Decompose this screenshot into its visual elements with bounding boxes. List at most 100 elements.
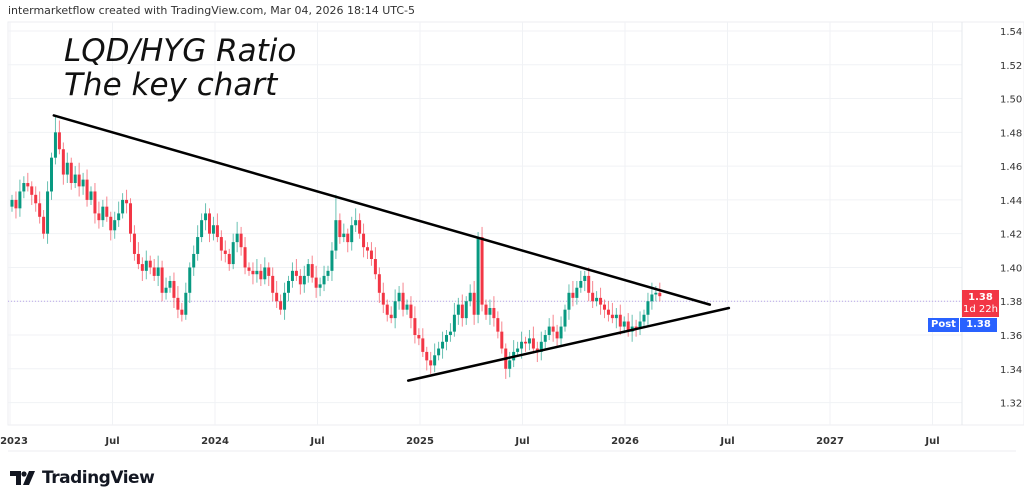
y-tick-label: 1.52 bbox=[1000, 61, 1022, 72]
candle-body bbox=[208, 213, 211, 234]
candle-body bbox=[591, 292, 595, 302]
candle-body bbox=[480, 237, 484, 305]
candle-body bbox=[97, 213, 101, 221]
candle-body bbox=[235, 233, 239, 243]
candle-body bbox=[401, 292, 405, 310]
candle-body bbox=[125, 199, 129, 204]
candle-body bbox=[500, 331, 504, 349]
trendline bbox=[52, 114, 712, 306]
candle-body bbox=[140, 264, 144, 271]
candle-body bbox=[255, 270, 259, 275]
candle-body bbox=[413, 318, 417, 336]
candle-body bbox=[456, 304, 460, 315]
x-tick-label: Jul bbox=[309, 436, 324, 447]
x-tick-label: 2025 bbox=[406, 436, 434, 447]
candle-body bbox=[531, 338, 535, 349]
candle-body bbox=[109, 216, 113, 231]
candle-body bbox=[563, 309, 567, 327]
candle-body bbox=[575, 287, 579, 298]
candle-body bbox=[555, 331, 559, 339]
candle-body bbox=[105, 206, 109, 217]
candle-body bbox=[306, 264, 310, 276]
candle-body bbox=[310, 264, 314, 278]
last-price-tag: 1.38 1d 22h bbox=[962, 290, 999, 317]
candle-body bbox=[38, 203, 42, 217]
y-tick-label: 1.40 bbox=[1000, 263, 1022, 274]
candle-body bbox=[243, 247, 247, 268]
last-price: 1.38 bbox=[968, 292, 993, 303]
candle-body bbox=[377, 274, 381, 293]
candle-body bbox=[460, 304, 464, 319]
candle-body bbox=[287, 280, 290, 293]
y-tick-label: 1.54 bbox=[1000, 27, 1022, 38]
candle-body bbox=[18, 191, 22, 209]
candle-body bbox=[117, 213, 121, 221]
y-tick-label: 1.36 bbox=[1000, 331, 1022, 342]
candle-body bbox=[196, 237, 200, 254]
y-tick-label: 1.48 bbox=[1000, 128, 1022, 139]
candle-body bbox=[168, 280, 172, 288]
candle-body bbox=[136, 253, 140, 265]
candle-body bbox=[437, 348, 441, 356]
candle-body bbox=[227, 253, 231, 265]
y-tick-label: 1.46 bbox=[1000, 162, 1022, 173]
candle-body bbox=[539, 341, 543, 352]
x-tick-label: Jul bbox=[924, 436, 939, 447]
candle-body bbox=[113, 220, 117, 231]
chart-header: intermarketflow created with TradingView… bbox=[8, 4, 415, 17]
candle-body bbox=[650, 294, 654, 302]
post-market-label: Post bbox=[928, 318, 959, 332]
candle-body bbox=[626, 321, 630, 332]
candle-body bbox=[322, 275, 326, 285]
candle-body bbox=[429, 360, 433, 366]
candle-body bbox=[275, 292, 279, 302]
candle-body bbox=[267, 267, 271, 276]
candle-body bbox=[132, 233, 136, 254]
candle-body bbox=[606, 309, 610, 315]
candle-body bbox=[638, 321, 642, 329]
candle-body bbox=[30, 186, 34, 195]
candle-body bbox=[298, 275, 302, 285]
candle-body bbox=[393, 301, 397, 319]
candle-body bbox=[508, 360, 512, 369]
candle-body bbox=[81, 179, 85, 187]
candle-body bbox=[472, 292, 476, 315]
candle-body bbox=[239, 233, 243, 248]
candle-body bbox=[484, 304, 488, 315]
candle-body bbox=[397, 292, 401, 302]
candle-body bbox=[10, 199, 14, 207]
candle-body bbox=[65, 162, 69, 175]
candle-body bbox=[543, 335, 547, 342]
candle-body bbox=[247, 267, 251, 271]
candle-body bbox=[164, 287, 168, 293]
candle-body bbox=[571, 292, 575, 298]
x-tick-label: 2023 bbox=[0, 436, 28, 447]
candle-body bbox=[654, 292, 658, 295]
candle-body bbox=[338, 220, 342, 238]
candle-body bbox=[587, 275, 591, 293]
candle-body bbox=[488, 307, 492, 315]
candle-body bbox=[290, 270, 294, 281]
candle-body bbox=[567, 292, 571, 310]
candle-body bbox=[433, 355, 437, 366]
candle-body bbox=[46, 191, 50, 234]
candle-body bbox=[476, 237, 480, 315]
tradingview-logo-icon bbox=[10, 471, 35, 485]
candle-body bbox=[492, 307, 496, 319]
trendline bbox=[406, 306, 731, 382]
candle-body bbox=[121, 199, 125, 214]
candle-body bbox=[271, 275, 275, 293]
candle-body bbox=[200, 220, 204, 238]
candle-body bbox=[389, 314, 393, 319]
candle-body bbox=[148, 260, 152, 268]
candle-body bbox=[342, 233, 346, 238]
candle-body bbox=[302, 275, 306, 285]
tradingview-logo[interactable]: TradingView bbox=[10, 468, 155, 488]
candle-body bbox=[385, 304, 389, 315]
candle-body bbox=[42, 216, 46, 234]
candle-body bbox=[559, 326, 563, 339]
candle-body bbox=[184, 292, 188, 315]
candle-body bbox=[26, 183, 30, 187]
chart-title: LQD/HYG Ratio The key chart bbox=[64, 34, 296, 102]
